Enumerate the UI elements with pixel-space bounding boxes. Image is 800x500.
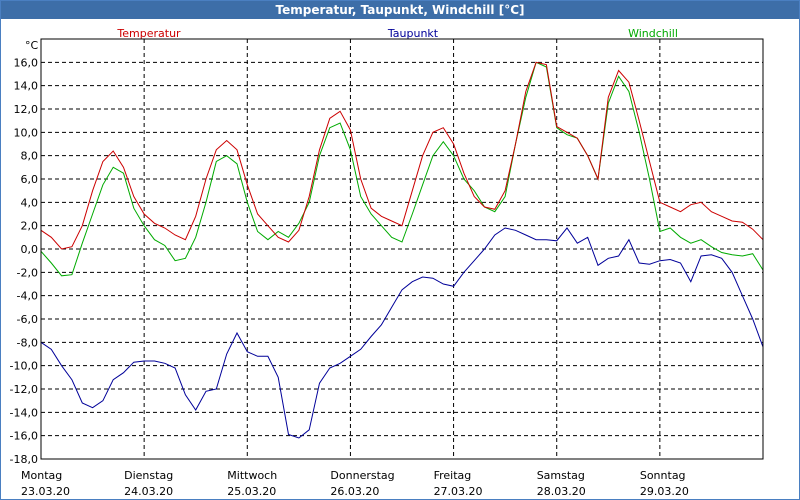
y-tick-label: -14,0 — [10, 406, 38, 419]
x-day-label: Freitag — [434, 469, 472, 482]
x-date-label: 29.03.20 — [640, 485, 689, 498]
series-layer — [40, 61, 764, 439]
y-tick-label: -4,0 — [17, 290, 38, 303]
legend-windchill: Windchill — [628, 27, 678, 40]
y-tick-label: -18,0 — [10, 453, 38, 466]
y-tick-label: 0,0 — [21, 243, 39, 256]
x-date-label: 25.03.20 — [227, 485, 276, 498]
y-tick-label: -12,0 — [10, 383, 38, 396]
series-line-windchill — [40, 61, 764, 277]
x-day-label: Mittwoch — [227, 469, 277, 482]
y-axis-unit: °C — [25, 39, 39, 52]
x-day-label: Donnerstag — [330, 469, 394, 482]
x-day-label: Dienstag — [124, 469, 173, 482]
y-tick-label: 12,0 — [14, 103, 39, 116]
y-tick-label: -8,0 — [17, 336, 38, 349]
chart-title: Temperatur, Taupunkt, Windchill [°C] — [1, 1, 799, 19]
x-date-label: 26.03.20 — [330, 485, 379, 498]
y-tick-label: -16,0 — [10, 430, 38, 443]
y-tick-label: 10,0 — [14, 126, 39, 139]
legend: Temperatur Taupunkt Windchill — [116, 27, 678, 40]
x-date-label: 23.03.20 — [21, 485, 70, 498]
x-date-label: 24.03.20 — [124, 485, 173, 498]
y-axis: -18,0 -16,0 -14,0 -12,0 -10,0 -8,0 -6,0 -4,0 -2,… — [10, 39, 39, 466]
y-tick-label: -10,0 — [10, 360, 38, 373]
series-line-taupunkt — [40, 227, 764, 439]
y-tick-label: -6,0 — [17, 313, 38, 326]
y-tick-label: -2,0 — [17, 266, 38, 279]
y-tick-label: 14,0 — [14, 80, 39, 93]
grid — [41, 39, 763, 460]
legend-taupunkt: Taupunkt — [387, 27, 439, 40]
y-tick-label: 2,0 — [21, 220, 39, 233]
x-date-label: 28.03.20 — [537, 485, 586, 498]
plot-border — [40, 38, 764, 460]
y-tick-label: 6,0 — [21, 173, 39, 186]
x-day-label: Montag — [21, 469, 62, 482]
x-day-label: Sonntag — [640, 469, 686, 482]
legend-temperatur: Temperatur — [116, 27, 181, 40]
y-tick-label: 16,0 — [14, 56, 39, 69]
x-axis: Montag 23.03.20 Dienstag 24.03.20 Mittwoch 25… — [21, 469, 689, 498]
x-date-label: 27.03.20 — [434, 485, 483, 498]
series-line-temperatur — [40, 61, 764, 250]
y-tick-label: 8,0 — [21, 150, 39, 163]
x-day-label: Samstag — [537, 469, 585, 482]
y-tick-label: 4,0 — [21, 196, 39, 209]
